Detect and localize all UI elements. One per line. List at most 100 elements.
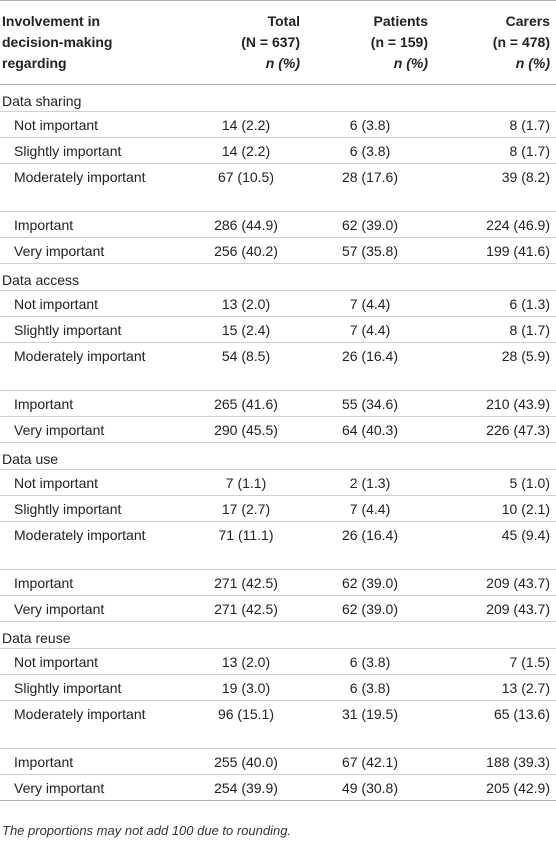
row-label: Important xyxy=(0,748,194,775)
cell-total: 256 (40.2) xyxy=(194,237,306,264)
table-row: Slightly important 14 (2.2) 6 (3.8) 8 (1.7) xyxy=(0,137,556,164)
cell-carers: 205 (42.9) xyxy=(434,774,556,801)
section-row: Data access xyxy=(0,263,556,291)
cell-carers: 8 (1.7) xyxy=(434,111,556,138)
cell-patients: 7 (4.4) xyxy=(306,495,434,522)
cell-total: 7 (1.1) xyxy=(194,469,306,496)
header-col-name: Total xyxy=(267,13,300,29)
section-row: Data sharing xyxy=(0,85,556,112)
cell-patients: 26 (16.4) xyxy=(306,521,434,570)
row-label: Moderately important xyxy=(0,342,194,391)
header-col-stat: n (%) xyxy=(265,55,300,71)
cell-patients: 62 (39.0) xyxy=(306,569,434,596)
cell-patients: 6 (3.8) xyxy=(306,674,434,701)
row-label: Very important xyxy=(0,774,194,801)
section-title: Data sharing xyxy=(2,93,82,109)
header-patients: Patients (n = 159) n (%) xyxy=(306,0,434,85)
cell-total: 15 (2.4) xyxy=(194,316,306,343)
section-title: Data use xyxy=(0,442,556,470)
header-total: Total (N = 637) n (%) xyxy=(194,0,306,85)
cell-carers: 188 (39.3) xyxy=(434,748,556,775)
table-row: Moderately important 71 (11.1) 26 (16.4) 45… xyxy=(0,521,556,570)
row-label: Important xyxy=(0,569,194,596)
section-title: Data access xyxy=(0,263,556,291)
row-label: Important xyxy=(0,390,194,417)
table-footnote: The proportions may not add 100 due to r… xyxy=(2,823,292,838)
cell-patients: 62 (39.0) xyxy=(306,595,434,622)
cell-total: 265 (41.6) xyxy=(194,390,306,417)
section-row: Data use xyxy=(0,442,556,470)
row-label: Moderately important xyxy=(0,521,194,570)
cell-patients: 31 (19.5) xyxy=(306,700,434,749)
table-row: Slightly important 17 (2.7) 7 (4.4) 10 (2.1… xyxy=(0,495,556,522)
cell-total: 14 (2.2) xyxy=(194,137,306,164)
cell-carers: 39 (8.2) xyxy=(434,163,556,212)
cell-total: 13 (2.0) xyxy=(194,290,306,317)
cell-carers: 6 (1.3) xyxy=(434,290,556,317)
table-row: Very important 254 (39.9) 49 (30.8) 205 (42… xyxy=(0,774,556,801)
cell-patients: 64 (40.3) xyxy=(306,416,434,443)
cell-carers: 45 (9.4) xyxy=(434,521,556,570)
header-label-line: regarding xyxy=(2,55,67,71)
cell-total: 54 (8.5) xyxy=(194,342,306,391)
cell-carers: 209 (43.7) xyxy=(434,595,556,622)
cell-carers: 8 (1.7) xyxy=(434,316,556,343)
table-row: Slightly important 15 (2.4) 7 (4.4) 8 (1.7) xyxy=(0,316,556,343)
cell-patients: 7 (4.4) xyxy=(306,316,434,343)
row-label: Moderately important xyxy=(0,700,194,749)
table-row: Very important 271 (42.5) 62 (39.0) 209 (43… xyxy=(0,595,556,622)
row-label: Moderately important xyxy=(0,163,194,212)
cell-carers: 210 (43.9) xyxy=(434,390,556,417)
cell-patients: 6 (3.8) xyxy=(306,137,434,164)
section-row: Data reuse xyxy=(0,621,556,649)
header-col-name: Carers xyxy=(505,13,550,29)
cell-patients: 55 (34.6) xyxy=(306,390,434,417)
cell-patients: 62 (39.0) xyxy=(306,211,434,238)
cell-patients: 67 (42.1) xyxy=(306,748,434,775)
table-row: Moderately important 67 (10.5) 28 (17.6) 39… xyxy=(0,163,556,212)
row-label: Not important xyxy=(0,290,194,317)
cell-carers: 10 (2.1) xyxy=(434,495,556,522)
table-row: Important 255 (40.0) 67 (42.1) 188 (39.3) xyxy=(0,748,556,775)
row-label: Very important xyxy=(0,237,194,264)
cell-total: 14 (2.2) xyxy=(194,111,306,138)
header-label-line: Involvement in xyxy=(2,13,101,29)
row-label: Very important xyxy=(0,595,194,622)
row-label: Not important xyxy=(0,111,194,138)
cell-patients: 2 (1.3) xyxy=(306,469,434,496)
row-label: Important xyxy=(0,211,194,238)
header-col-n: (n = 159) xyxy=(370,34,428,50)
cell-patients: 7 (4.4) xyxy=(306,290,434,317)
row-label: Slightly important xyxy=(0,495,194,522)
table-body: Data sharing Not important 14 (2.2) 6 (3.8)… xyxy=(0,85,556,801)
cell-carers: 13 (2.7) xyxy=(434,674,556,701)
table-row: Important 286 (44.9) 62 (39.0) 224 (46.9) xyxy=(0,211,556,238)
cell-total: 71 (11.1) xyxy=(194,521,306,570)
cell-carers: 7 (1.5) xyxy=(434,648,556,675)
header-label-line: decision-making xyxy=(2,34,113,50)
cell-total: 67 (10.5) xyxy=(194,163,306,212)
cell-carers: 226 (47.3) xyxy=(434,416,556,443)
cell-carers: 65 (13.6) xyxy=(434,700,556,749)
cell-total: 290 (45.5) xyxy=(194,416,306,443)
cell-total: 13 (2.0) xyxy=(194,648,306,675)
row-label: Slightly important xyxy=(0,674,194,701)
table-row: Slightly important 19 (3.0) 6 (3.8) 13 (2.7… xyxy=(0,674,556,701)
cell-total: 96 (15.1) xyxy=(194,700,306,749)
section-title: Data reuse xyxy=(0,621,556,649)
table-header-row: Involvement in decision-making regarding… xyxy=(0,0,556,85)
table-row: Moderately important 96 (15.1) 31 (19.5) 65… xyxy=(0,700,556,749)
table-row: Not important 13 (2.0) 7 (4.4) 6 (1.3) xyxy=(0,290,556,317)
header-carers: Carers (n = 478) n (%) xyxy=(434,0,556,85)
table-row: Moderately important 54 (8.5) 26 (16.4) 28 … xyxy=(0,342,556,391)
table-row: Very important 290 (45.5) 64 (40.3) 226 (47… xyxy=(0,416,556,443)
row-label: Very important xyxy=(0,416,194,443)
header-col-stat: n (%) xyxy=(393,55,428,71)
header-col-n: (n = 478) xyxy=(492,34,550,50)
cell-total: 271 (42.5) xyxy=(194,569,306,596)
row-label: Slightly important xyxy=(0,137,194,164)
cell-patients: 28 (17.6) xyxy=(306,163,434,212)
cell-carers: 28 (5.9) xyxy=(434,342,556,391)
header-label: Involvement in decision-making regarding xyxy=(0,0,194,85)
